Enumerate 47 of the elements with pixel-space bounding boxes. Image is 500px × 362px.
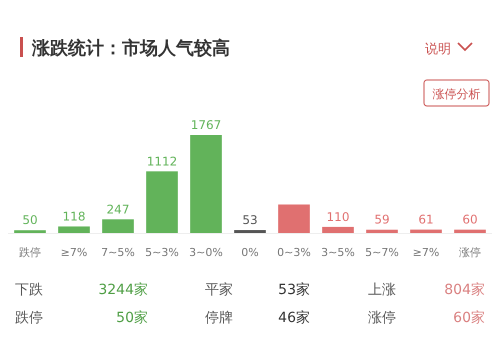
bar — [322, 226, 354, 233]
data-label: 61 — [418, 212, 434, 227]
x-tick-label: ≥7% — [412, 246, 440, 259]
text: 804家 — [444, 282, 485, 298]
data-label: 118 — [62, 209, 86, 224]
text: 53家 — [278, 282, 310, 298]
bar — [278, 204, 310, 233]
text: 跌停 — [15, 310, 43, 326]
data-label: 50 — [22, 213, 38, 228]
x-tick-label: 5~7% — [365, 246, 399, 259]
data-label: 53 — [242, 213, 258, 228]
text: 下跌 — [15, 282, 43, 298]
text: 上涨 — [368, 282, 396, 298]
x-tick-label: 3~5% — [321, 246, 355, 259]
bar — [454, 230, 486, 233]
x-tick-label: 涨停 — [459, 246, 481, 259]
data-label: 1767 — [190, 118, 222, 132]
bar — [190, 135, 222, 233]
x-tick-label: 7~5% — [101, 246, 135, 259]
text: 3244家 — [98, 282, 148, 298]
text: 平家 — [205, 282, 233, 298]
bar — [410, 230, 442, 233]
data-label: 60 — [462, 212, 478, 227]
x-tick-label: 0~3% — [277, 246, 311, 259]
x-tick-label: ≥7% — [60, 246, 88, 259]
chart-title: 涨跌统计：市场人气较高 — [31, 38, 230, 59]
text: 46家 — [278, 310, 310, 326]
text: 停牌 — [205, 310, 233, 326]
bar — [146, 171, 178, 233]
data-label: 59 — [374, 212, 390, 227]
data-label: 1112 — [146, 154, 178, 168]
bar — [58, 226, 90, 233]
text: 60家 — [453, 310, 485, 326]
bar — [14, 230, 46, 233]
text: 说明 — [425, 42, 451, 57]
x-tick-label: 0% — [241, 246, 259, 259]
data-label: 110 — [326, 210, 350, 224]
x-tick-label: 3~0% — [189, 246, 223, 259]
text: 50家 — [116, 310, 148, 326]
bar — [234, 230, 266, 233]
data-label: 247 — [106, 202, 130, 216]
bar — [102, 219, 134, 233]
bar — [366, 230, 398, 233]
text: 涨停分析 — [432, 87, 480, 101]
x-tick-label: 5~3% — [145, 246, 179, 259]
x-tick-label: 跌停 — [19, 246, 41, 259]
text: 涨停 — [368, 310, 396, 326]
